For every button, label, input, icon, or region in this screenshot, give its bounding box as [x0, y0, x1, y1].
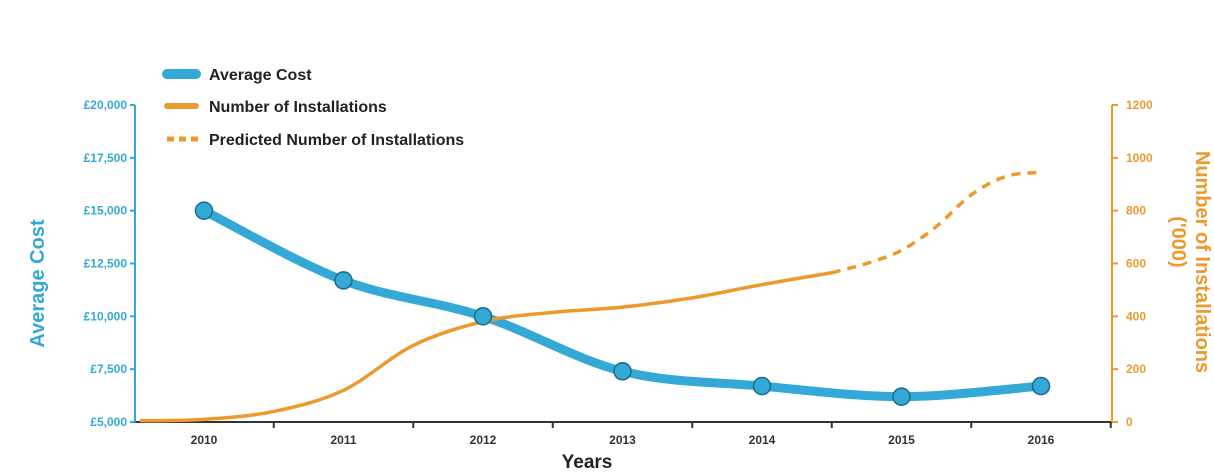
right-tick-label: 600	[1126, 257, 1146, 271]
data-point	[892, 387, 911, 406]
right-tick-label: 400	[1126, 309, 1146, 323]
left-tick-label: £10,000	[84, 309, 128, 323]
legend: Average Cost Number of Installations Predi…	[162, 67, 464, 149]
right-tick-label: 0	[1126, 415, 1133, 429]
markers	[194, 201, 1051, 406]
left-tick-label: £20,000	[84, 98, 128, 112]
x-tick-label: 2011	[330, 433, 356, 447]
x-axis-title: Years	[562, 452, 613, 473]
data-point	[473, 307, 493, 326]
x-tick-label: 2014	[749, 433, 776, 447]
legend-label: Number of Installations	[209, 99, 387, 116]
right-tick-label: 1000	[1126, 151, 1153, 165]
left-tick-label: £7,500	[90, 362, 127, 376]
left-tick-label: £15,000	[84, 204, 128, 218]
right-axis-title: Number of Installations	[1191, 151, 1213, 373]
x-tick-label: 2015	[888, 433, 915, 447]
data-point	[194, 201, 214, 220]
axes: 2010 2011 2012 2013 2014 2015 2016 £5,000 £7,500…	[27, 98, 1213, 473]
right-tick-label: 200	[1126, 362, 1146, 376]
right-tick-label: 1200	[1126, 98, 1153, 112]
series-line-number-of-installations	[139, 270, 834, 423]
series-layer	[139, 170, 1046, 423]
left-tick-label: £5,000	[90, 415, 127, 429]
left-axis-title: Average Cost	[27, 219, 49, 348]
x-tick-label: 2016	[1028, 433, 1055, 447]
data-point	[1031, 376, 1051, 396]
left-tick-label: £17,500	[84, 151, 128, 165]
x-tick-label: 2013	[609, 433, 636, 447]
legend-label: Predicted Number of Installations	[209, 132, 464, 149]
data-point	[752, 376, 772, 396]
left-tick-label: £12,500	[84, 257, 128, 271]
x-tick-label: 2010	[191, 433, 218, 447]
right-tick-label: 800	[1126, 204, 1146, 218]
data-point	[613, 361, 632, 381]
x-tick-label: 2012	[470, 433, 497, 447]
right-axis-title-unit: ('000)	[1167, 216, 1189, 267]
data-point	[334, 271, 353, 290]
legend-label: Average Cost	[209, 67, 312, 84]
series-line-predicted-number-of-installations	[831, 170, 1042, 275]
